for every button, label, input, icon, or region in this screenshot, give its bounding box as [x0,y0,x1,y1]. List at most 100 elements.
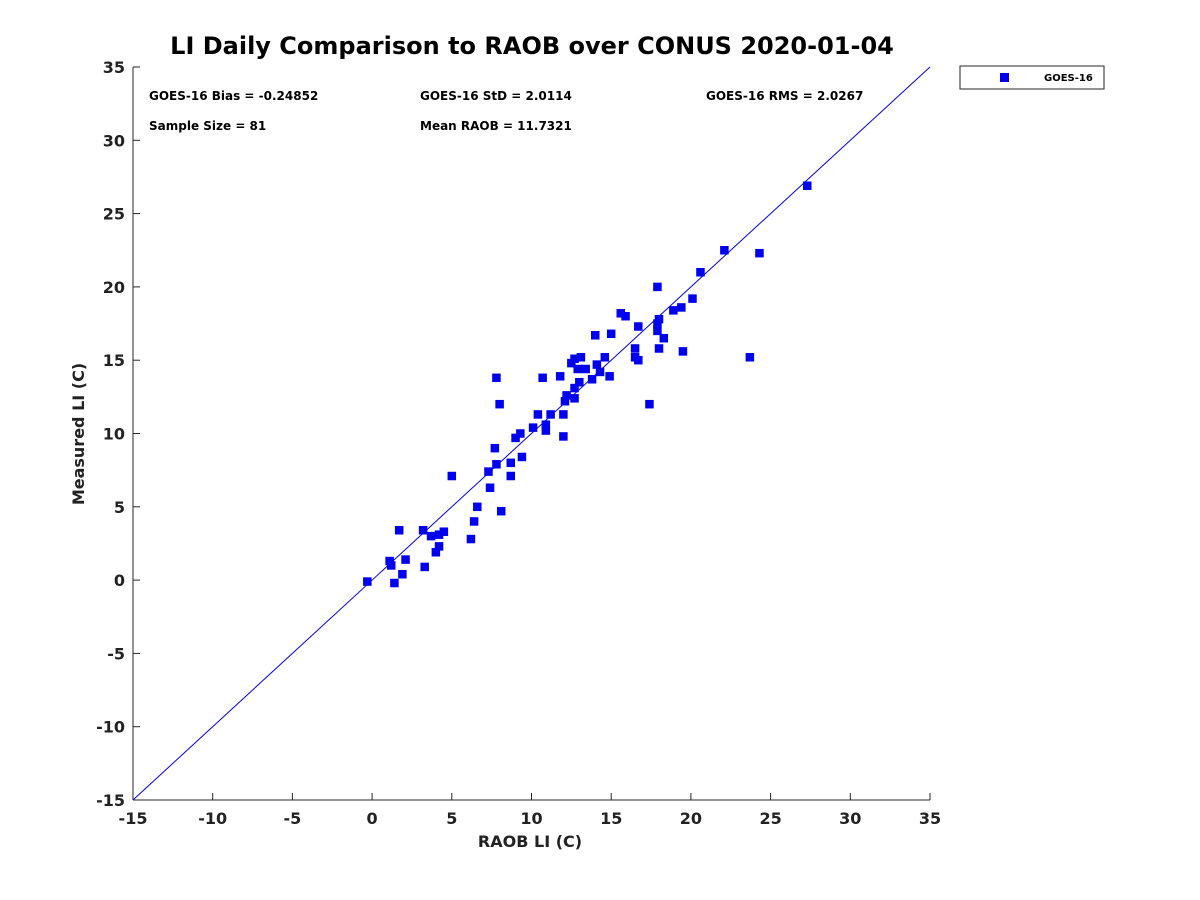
y-tick-label: 35 [103,58,125,77]
data-point [528,423,538,432]
data-point [434,530,444,539]
data-point [473,502,482,512]
y-tick-label: 15 [103,351,125,370]
legend-box [959,65,1105,90]
data-point [803,181,812,190]
data-point [559,410,568,419]
stats-annotations: GOES-16 Bias = -0.24852 GOES-16 StD = 2.… [149,89,863,133]
data-point [745,353,755,362]
data-point [696,267,705,277]
data-point [605,372,614,381]
x-ticks: -15 -10 -5 0 5 10 15 20 25 30 35 [119,793,941,828]
data-point [386,561,396,570]
data-point [653,319,662,328]
x-tick-label: 25 [759,809,781,828]
x-tick-label: 10 [520,809,542,828]
x-tick-label: 15 [600,809,622,828]
x-tick-label: 0 [367,809,378,828]
data-point [645,399,654,409]
data-point [485,483,495,492]
data-point [591,331,600,340]
chart-title: LI Daily Comparison to RAOB over CONUS 2… [170,32,894,60]
data-point [595,367,605,377]
y-ticks: -15 -10 -5 0 5 10 15 20 25 30 35 [96,58,140,810]
data-point [506,471,516,481]
data-point [541,420,551,429]
data-point [484,467,493,476]
x-tick-label: -10 [198,809,227,828]
data-point [634,322,643,331]
data-point [492,460,501,469]
data-point [541,426,551,435]
one-to-one-line [132,66,931,801]
data-point [669,306,678,315]
data-point [418,526,428,535]
data-point [492,373,501,383]
data-point [606,329,616,339]
data-point [659,333,669,343]
x-tick-label: 5 [446,809,457,828]
data-point [560,396,570,406]
x-tick-label: -5 [284,809,302,828]
data-point [538,373,547,383]
data-point [559,432,568,441]
data-point [363,577,372,586]
data-point [581,364,590,374]
data-point [677,303,686,312]
data-point [434,542,444,551]
data-point [634,355,643,365]
data-point [385,556,394,566]
data-point [401,555,410,564]
data-point [653,282,662,292]
y-tick-label: 10 [103,425,125,444]
y-tick-label: -15 [96,791,125,810]
data-point [600,353,610,362]
data-point [570,383,579,393]
y-tick-label: 30 [103,131,125,150]
data-point [587,375,597,384]
y-tick-label: -5 [107,644,125,663]
data-point [562,391,571,400]
x-tick-label: 30 [839,809,861,828]
data-point [426,531,436,541]
data-point [516,429,525,438]
stat-sample-size: Sample Size = 81 [149,119,266,133]
data-point [517,452,527,462]
data-point [621,311,630,321]
data-point [466,534,476,544]
data-point [616,309,626,318]
legend: GOES-16 [959,65,1105,90]
data-point [654,344,664,353]
data-point [496,506,506,516]
data-point [506,458,516,468]
data-point [592,360,602,369]
y-tick-label: 0 [114,571,125,590]
data-point [495,399,504,409]
scatter-points [363,181,812,588]
data-point [570,394,579,403]
data-point [570,354,579,363]
y-tick-label: -10 [96,718,125,737]
data-point [390,578,399,588]
legend-label: GOES-16 [1044,73,1093,84]
x-tick-label: 35 [919,809,941,828]
data-point [654,314,664,324]
stat-rms: GOES-16 RMS = 2.0267 [706,89,863,103]
data-point [533,410,543,419]
stat-bias: GOES-16 Bias = -0.24852 [149,89,318,103]
y-tick-label: 25 [103,205,125,224]
data-point [546,410,555,419]
data-point [573,364,582,374]
data-point [398,569,407,579]
data-point [420,562,429,572]
data-point [678,347,688,356]
x-axis-label: RAOB LI (C) [478,832,582,851]
data-point [576,353,586,362]
stat-std: GOES-16 StD = 2.0114 [420,89,572,103]
y-tick-label: 20 [103,278,125,297]
data-point [720,246,729,255]
y-tick-label: 5 [114,498,125,517]
data-point [653,326,662,336]
